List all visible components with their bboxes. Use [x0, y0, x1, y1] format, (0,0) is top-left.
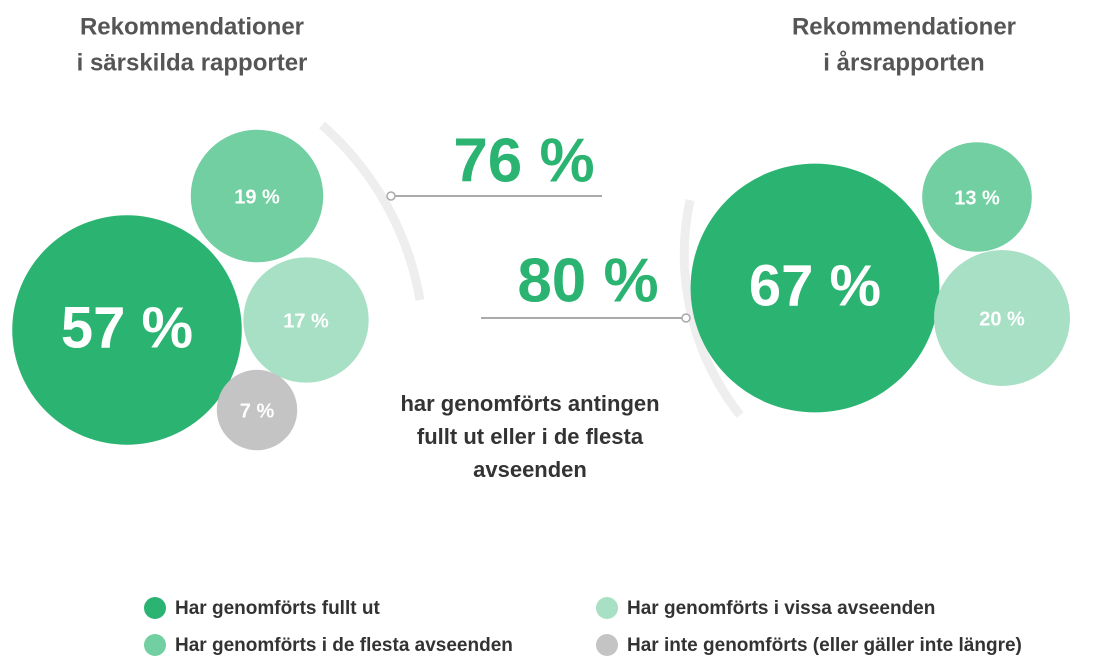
bubble-label: 7 %: [240, 400, 275, 422]
arc: [679, 199, 744, 418]
bubble-label: 17 %: [283, 310, 329, 332]
bubble-label: 57 %: [61, 295, 193, 360]
bubble-label: 20 %: [979, 308, 1025, 330]
legend-label: Har inte genomförts (eller gäller inte l…: [627, 635, 1022, 656]
bubble: [690, 163, 940, 413]
bubble: [922, 142, 1032, 252]
chart-title: Rekommendationer: [792, 13, 1016, 40]
legend-swatch: [144, 634, 166, 656]
caption: avseenden: [473, 457, 587, 482]
connector-dot: [681, 313, 691, 323]
legend-swatch: [596, 597, 618, 619]
legend-swatch: [144, 597, 166, 619]
legend-label: Har genomförts i de flesta avseenden: [175, 635, 513, 656]
chart-title: i särskilda rapporter: [77, 49, 308, 76]
chart-title: i årsrapporten: [823, 49, 984, 76]
connector-dot: [386, 191, 396, 201]
total-label: 76 %: [453, 126, 594, 195]
legend-label: Har genomförts i vissa avseenden: [627, 598, 935, 619]
bubble: [243, 257, 369, 383]
legend-label: Har genomförts fullt ut: [175, 598, 380, 619]
chart-title: Rekommendationer: [80, 13, 304, 40]
total-label: 80 %: [517, 246, 658, 315]
bubble: [12, 215, 242, 445]
caption: har genomförts antingen: [400, 391, 659, 416]
bubble: [190, 129, 324, 263]
arc: [319, 121, 425, 301]
bubble-label: 13 %: [954, 187, 1000, 209]
bubble-label: 19 %: [234, 186, 280, 208]
legend-swatch: [596, 634, 618, 656]
bubble: [934, 250, 1070, 386]
bubble: [216, 369, 298, 451]
caption: fullt ut eller i de flesta: [417, 424, 644, 449]
bubble-label: 67 %: [749, 253, 881, 318]
